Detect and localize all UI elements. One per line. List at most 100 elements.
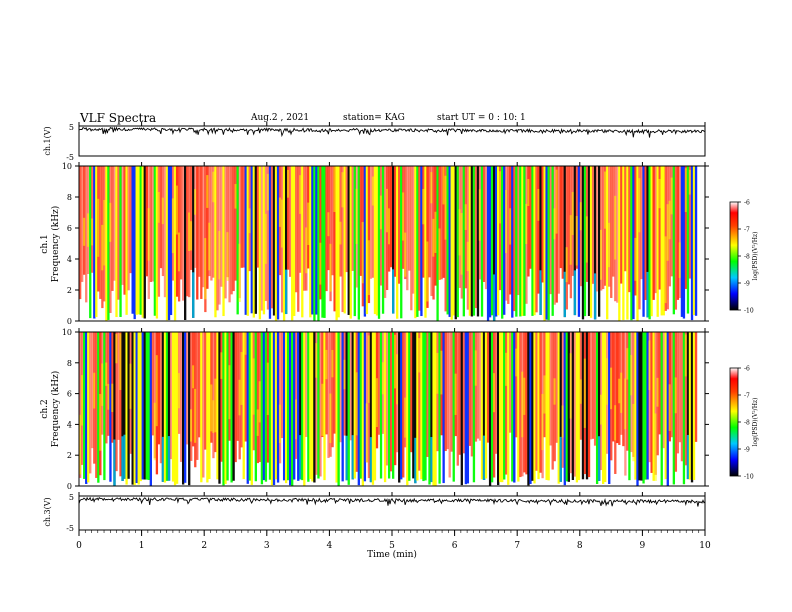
spectrogram-column — [444, 332, 447, 452]
spectrogram-streak — [674, 377, 678, 414]
spectrogram-column — [151, 332, 155, 436]
spectrogram-column — [325, 332, 328, 435]
spectrogram-streak — [414, 437, 417, 484]
spectrogram-column — [557, 166, 560, 294]
spectrogram-column — [250, 166, 253, 314]
spectrogram-streak — [321, 383, 324, 436]
spectrogram-column — [587, 166, 591, 316]
spectrogram-streak — [656, 377, 659, 407]
spectrogram-column — [186, 166, 189, 297]
spectrogram-column — [115, 166, 118, 318]
spectrogram-column — [363, 332, 367, 482]
spectrogram-streak — [161, 436, 165, 482]
ch2-spectrogram-channel-label: ch.2 — [40, 399, 50, 418]
spectrogram-column — [680, 166, 684, 317]
spectrogram-streak — [422, 188, 425, 225]
spectrogram-column — [319, 332, 322, 477]
spectrogram-column — [135, 166, 138, 315]
ch1-frequency-axis-label: Frequency (kHz) — [50, 206, 61, 283]
spectrogram-column — [618, 166, 621, 321]
spectrogram-column — [591, 166, 595, 284]
spectrogram-column — [537, 332, 540, 480]
spectrogram-column — [311, 166, 314, 315]
spectrogram-streak — [192, 365, 195, 389]
spectrogram-streak — [175, 185, 179, 235]
spectrogram-column — [280, 332, 284, 439]
spectrogram-column — [357, 332, 360, 486]
spectrogram-column — [196, 332, 199, 460]
spectrogram-column — [341, 332, 344, 482]
spectrogram-streak — [624, 378, 627, 430]
spectrogram-column — [694, 332, 698, 442]
spectrogram-streak — [379, 195, 383, 230]
spectrogram-column — [561, 332, 564, 468]
spectrogram-column — [517, 332, 520, 482]
ch2-spectrogram-panel: 0 2 4 6 8 10 ch.2 Frequency (kHz) — [40, 328, 709, 491]
spectrogram-streak — [103, 199, 106, 266]
spectrogram-column — [387, 332, 391, 479]
spectrogram-column — [513, 332, 516, 483]
spectrogram-column — [642, 166, 645, 317]
spectrogram-column — [561, 166, 564, 279]
spectrogram-streak — [123, 434, 126, 479]
spectrogram-column — [327, 332, 330, 458]
spectrogram-streak — [208, 222, 211, 271]
spectrogram-column — [131, 332, 134, 485]
spectrogram-column — [184, 332, 187, 483]
spectrogram-column — [204, 332, 207, 450]
spectrogram-streak — [161, 197, 165, 225]
spectrogram-column — [117, 332, 120, 440]
ch2-colorbar: -6 -7 -8 -9 -10 log(PSD)(V²/Hz) — [729, 366, 759, 481]
spectrogram-column — [153, 332, 157, 459]
spectrogram-column — [392, 332, 395, 479]
spectrogram-column — [630, 166, 633, 321]
spectrogram-column — [377, 332, 381, 435]
time-tick-label-10: 10 — [699, 541, 711, 551]
spectrogram-column — [628, 166, 631, 293]
spectrogram-streak — [331, 349, 334, 378]
ch1-colorbar-label: log(PSD)(V²/Hz) — [752, 232, 759, 281]
spectrogram-column — [373, 166, 377, 315]
spectrogram-column — [141, 332, 144, 480]
spectrogram-column — [484, 332, 488, 479]
spectrogram-column — [365, 166, 369, 315]
spectrogram-streak — [505, 190, 508, 254]
spectrogram-column — [190, 332, 193, 461]
spectrogram-streak — [430, 172, 433, 204]
spectrogram-column — [652, 166, 655, 300]
spectrogram-column — [612, 166, 615, 277]
spectrogram-column — [565, 166, 568, 310]
spectrogram-streak — [194, 388, 197, 443]
spectrogram-column — [662, 166, 665, 316]
spectrogram-streak — [597, 436, 601, 481]
spectrogram-column — [95, 166, 98, 318]
spectrogram-streak — [614, 405, 617, 441]
colorbar-tick-label--10: -10 — [744, 474, 754, 481]
freq-tick-label-2: 2 — [67, 286, 72, 295]
spectrogram-streak — [365, 403, 369, 463]
spectrogram-streak — [167, 436, 171, 481]
spectrogram-column — [666, 332, 669, 486]
freq-tick-label-2: 2 — [67, 451, 72, 460]
spectrogram-column — [484, 166, 488, 290]
spectrogram-streak — [284, 269, 288, 315]
spectrogram-column — [113, 332, 116, 486]
spectrogram-streak — [210, 384, 213, 432]
spectrogram-streak — [666, 204, 669, 261]
spectrogram-column — [365, 332, 369, 463]
spectrogram-column — [206, 166, 209, 289]
spectrogram-column — [309, 166, 312, 318]
spectrogram-column — [389, 166, 393, 268]
spectrogram-column — [216, 332, 219, 480]
spectrogram-column — [244, 166, 247, 315]
spectrogram-column — [690, 166, 694, 321]
spectrogram-column — [604, 332, 607, 483]
spectrogram-column — [232, 166, 235, 292]
spectrogram-column — [363, 166, 367, 317]
spectrogram-streak — [204, 238, 207, 300]
spectrogram-streak — [402, 192, 405, 241]
spectrogram-column — [127, 332, 130, 479]
spectrogram-column — [179, 332, 183, 462]
spectrogram-column — [450, 332, 453, 452]
spectrogram-column — [87, 332, 90, 483]
